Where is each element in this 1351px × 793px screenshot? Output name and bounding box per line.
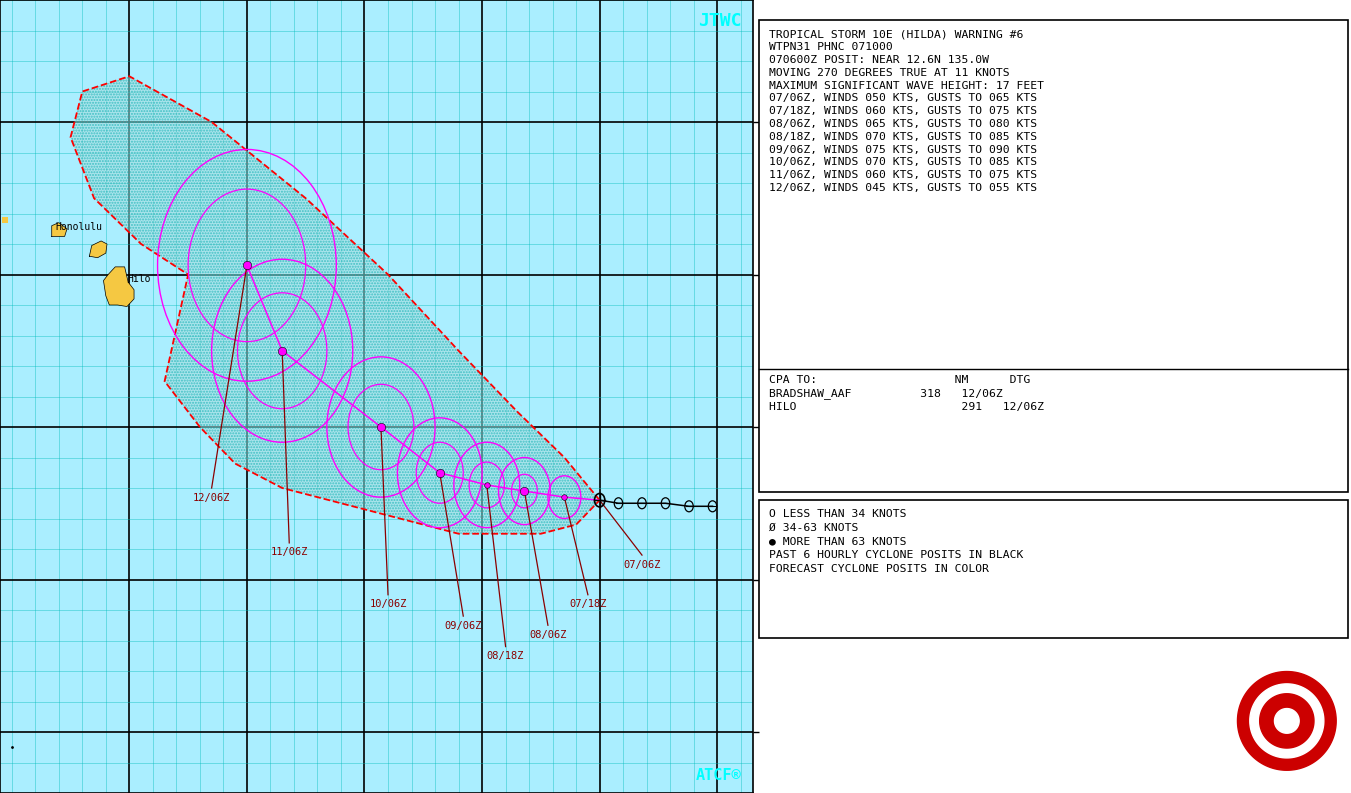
Polygon shape: [1250, 684, 1324, 758]
Text: 07/06Z: 07/06Z: [623, 560, 661, 569]
Text: Honolulu: Honolulu: [55, 222, 103, 232]
Text: CPA TO:                    NM      DTG
BRADSHAW_AAF          318   12/06Z
HILO  : CPA TO: NM DTG BRADSHAW_AAF 318 12/06Z H…: [769, 375, 1044, 412]
Polygon shape: [1259, 694, 1315, 748]
Polygon shape: [104, 267, 134, 307]
Text: O LESS THAN 34 KNOTS
Ø 34-63 KNOTS
● MORE THAN 63 KNOTS
PAST 6 HOURLY CYCLONE PO: O LESS THAN 34 KNOTS Ø 34-63 KNOTS ● MOR…: [769, 509, 1023, 573]
Text: JTWC: JTWC: [697, 12, 742, 30]
Polygon shape: [1238, 672, 1336, 770]
Text: 11/06Z: 11/06Z: [270, 547, 308, 557]
Text: 12/06Z: 12/06Z: [193, 492, 231, 503]
Text: 10/06Z: 10/06Z: [369, 600, 407, 609]
Text: TROPICAL STORM 10E (HILDA) WARNING #6
WTPN31 PHNC 071000
070600Z POSIT: NEAR 12.: TROPICAL STORM 10E (HILDA) WARNING #6 WT…: [769, 29, 1044, 193]
Polygon shape: [1274, 709, 1300, 734]
Polygon shape: [89, 241, 107, 258]
Text: 07/18Z: 07/18Z: [569, 600, 607, 609]
Text: 09/06Z: 09/06Z: [444, 621, 482, 630]
Polygon shape: [70, 76, 600, 534]
Polygon shape: [51, 223, 68, 236]
Text: 08/06Z: 08/06Z: [530, 630, 566, 640]
Text: Hilo: Hilo: [127, 274, 150, 284]
Text: ATCF®: ATCF®: [696, 768, 742, 783]
Text: 08/18Z: 08/18Z: [486, 651, 524, 661]
